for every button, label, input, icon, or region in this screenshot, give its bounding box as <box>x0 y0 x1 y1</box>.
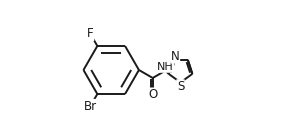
Text: Br: Br <box>84 100 97 113</box>
Text: F: F <box>87 27 94 40</box>
Text: S: S <box>177 80 184 93</box>
Text: N: N <box>171 50 180 63</box>
Text: O: O <box>148 88 157 101</box>
Text: NH: NH <box>157 62 174 72</box>
